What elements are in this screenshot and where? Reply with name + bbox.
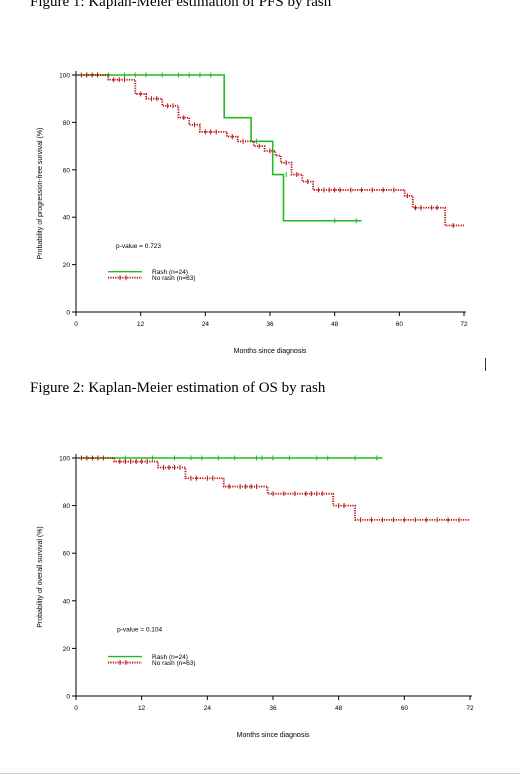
y-tick-label: 80	[63, 503, 71, 510]
y-tick-label: 60	[63, 167, 71, 174]
x-tick-label: 0	[74, 705, 78, 712]
x-tick-label: 72	[460, 321, 468, 328]
x-tick-label: 60	[401, 705, 409, 712]
p-value-label: p-value = 0.723	[116, 243, 161, 250]
x-tick-label: 0	[74, 321, 78, 328]
y-axis-label: Probability of progression-free survival…	[37, 128, 44, 260]
x-tick-label: 72	[466, 705, 474, 712]
no-rash-survival-line	[76, 457, 470, 521]
y-tick-label: 20	[63, 646, 71, 653]
y-tick-label: 60	[63, 551, 71, 558]
legend-label: No rash (n=63)	[152, 275, 196, 282]
p-value-label: p-value = 0.104	[117, 627, 162, 634]
y-tick-label: 80	[63, 120, 71, 127]
y-tick-label: 100	[59, 73, 70, 80]
y-tick-label: 20	[63, 262, 71, 269]
x-tick-label: 24	[202, 321, 210, 328]
figure-1-title: Figure 1: Kaplan-Meier estimation of PFS…	[30, 0, 332, 10]
x-tick-label: 48	[331, 321, 339, 328]
figure-2-title: Figure 2: Kaplan-Meier estimation of OS …	[30, 380, 326, 396]
x-tick-label: 12	[138, 705, 146, 712]
rash-survival-line	[76, 74, 362, 222]
legend-label: Rash (n=24)	[152, 269, 188, 276]
legend-label: Rash (n=24)	[152, 654, 188, 661]
y-tick-label: 40	[63, 215, 71, 222]
y-tick-label: 40	[63, 598, 71, 605]
x-axis-label: Months since diagnosis	[237, 732, 310, 739]
text-cursor	[485, 358, 486, 371]
page-bottom-border	[0, 773, 520, 774]
x-axis-label: Months since diagnosis	[234, 348, 307, 355]
y-tick-label: 0	[66, 694, 70, 701]
no-rash-survival-line	[76, 74, 464, 227]
figure-2-chart: 0 20 40 60 80 100 0 12 24 36 48 60 72 Months since di…	[37, 454, 474, 739]
x-tick-label: 24	[204, 705, 212, 712]
figure-1-chart: 0 20 40 60 80 100 0 12 24 36 48 60 72 Months since di…	[37, 71, 468, 355]
x-tick-label: 60	[396, 321, 404, 328]
x-tick-label: 48	[335, 705, 343, 712]
y-tick-label: 100	[59, 456, 70, 463]
legend-label: No rash (n=63)	[152, 660, 196, 667]
y-axis-label: Probability of overall survival (%)	[37, 526, 44, 628]
y-tick-label: 0	[66, 310, 70, 317]
x-tick-label: 36	[269, 705, 277, 712]
x-tick-label: 12	[137, 321, 145, 328]
x-tick-label: 36	[266, 321, 274, 328]
